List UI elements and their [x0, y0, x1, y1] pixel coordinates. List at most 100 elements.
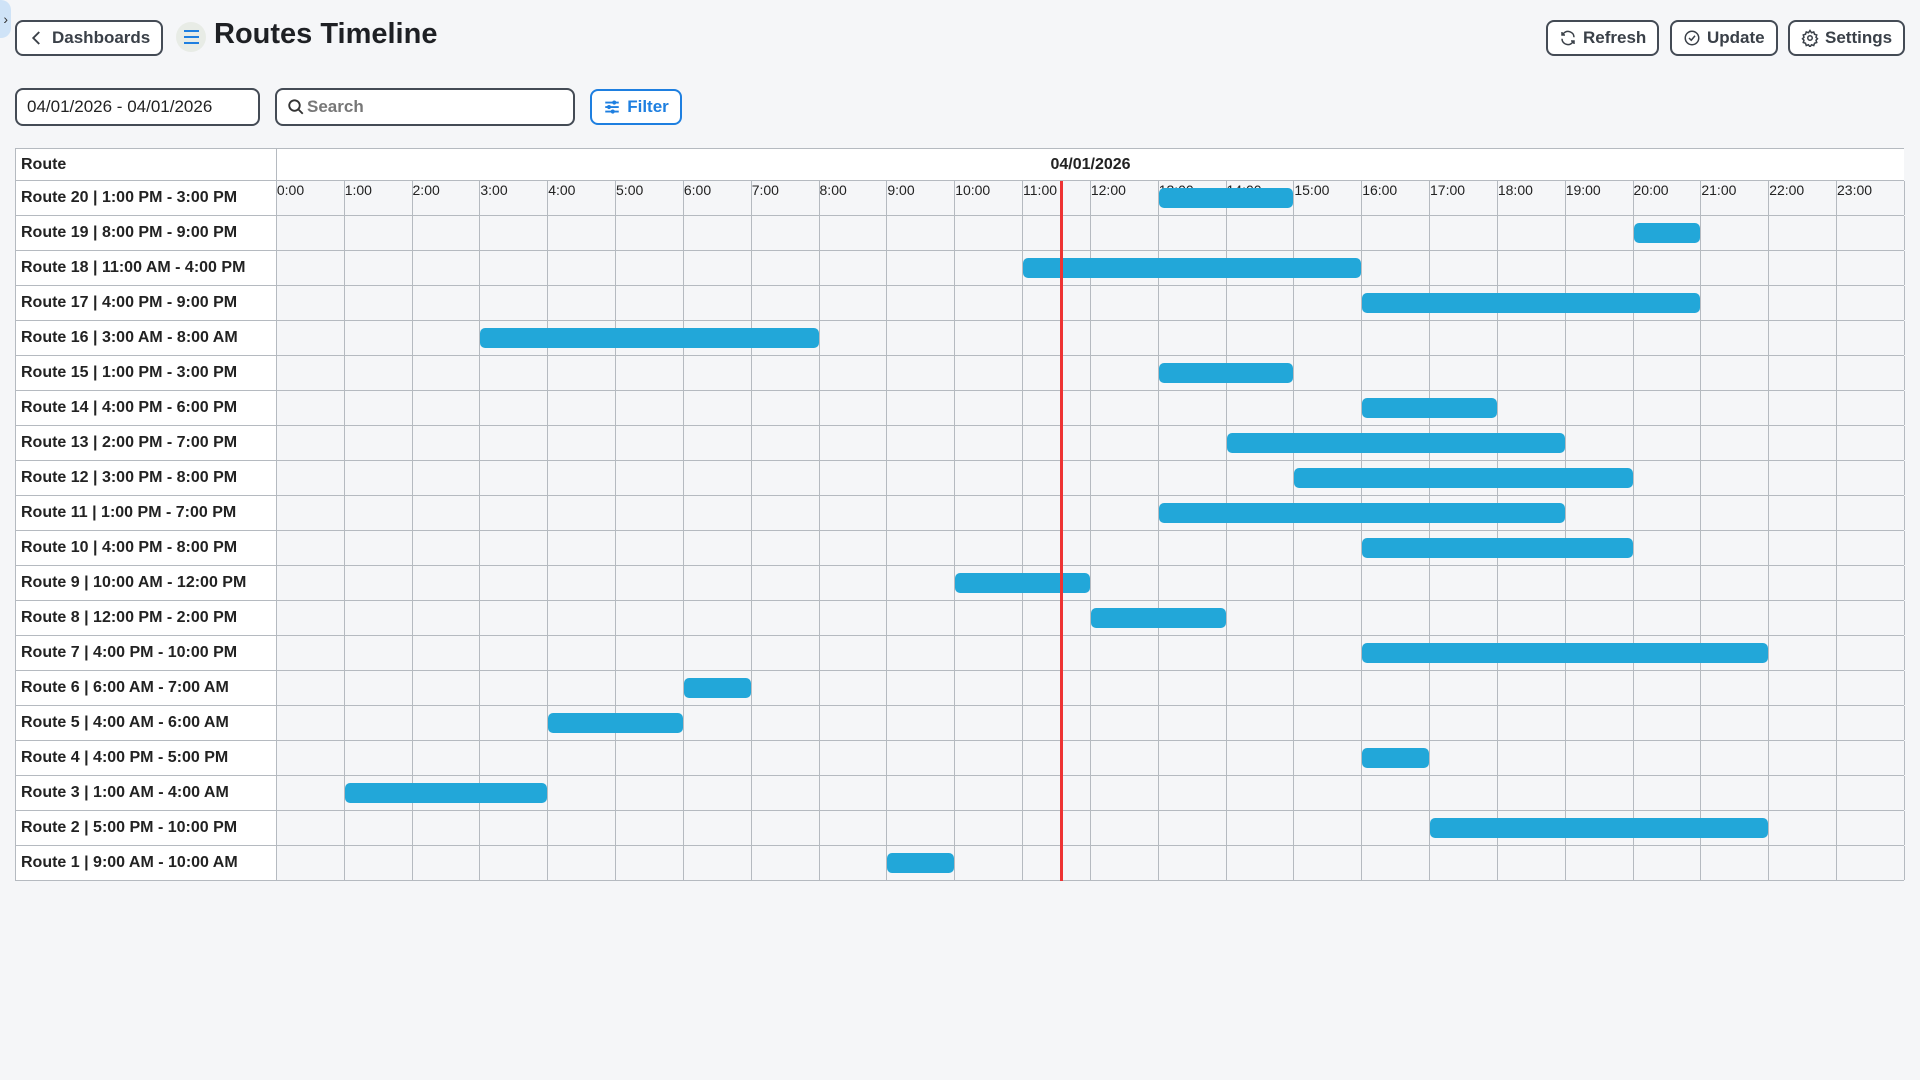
hour-gridline — [1903, 846, 1905, 880]
hour-gridline — [886, 566, 888, 600]
hour-gridline — [1225, 741, 1227, 775]
hour-gridline — [1564, 671, 1566, 705]
hour-tick-label: 12:00 — [1090, 182, 1126, 198]
route-column-header: Route — [16, 149, 277, 180]
search-input[interactable]: Search — [275, 88, 575, 126]
route-timeline — [277, 321, 1905, 355]
hour-gridline — [1361, 811, 1363, 845]
hour-gridline — [1496, 251, 1498, 285]
hour-gridline — [411, 216, 413, 250]
hour-gridline — [1022, 321, 1024, 355]
hour-gridline — [1903, 391, 1905, 425]
check-circle-icon — [1684, 30, 1700, 46]
hour-gridline — [1632, 321, 1634, 355]
hour-gridline — [1022, 811, 1024, 845]
hour-gridline — [1768, 601, 1770, 635]
hour-gridline — [954, 531, 956, 565]
route-bar[interactable] — [480, 328, 819, 348]
route-bar[interactable] — [548, 713, 683, 733]
hour-gridline — [411, 846, 413, 880]
hour-gridline — [1700, 356, 1702, 390]
hour-gridline — [818, 706, 820, 740]
settings-button[interactable]: Settings — [1788, 20, 1906, 56]
hour-gridline — [1700, 846, 1702, 880]
hour-gridline — [343, 356, 345, 390]
update-button[interactable]: Update — [1670, 20, 1778, 56]
route-bar[interactable] — [1362, 643, 1769, 663]
hour-gridline — [1361, 776, 1363, 810]
route-bar[interactable] — [1362, 748, 1430, 768]
hour-gridline — [1836, 531, 1838, 565]
route-bar[interactable] — [344, 783, 548, 803]
hour-gridline — [1903, 811, 1905, 845]
date-range-input[interactable]: 04/01/2026 - 04/01/2026 — [15, 88, 260, 126]
hour-gridline — [1496, 321, 1498, 355]
route-row: Route 14 | 4:00 PM - 6:00 PM — [16, 391, 1905, 426]
refresh-button[interactable]: Refresh — [1546, 20, 1660, 56]
hour-gridline — [954, 251, 956, 285]
hour-gridline — [547, 496, 549, 530]
hour-gridline — [818, 741, 820, 775]
hour-gridline — [1836, 426, 1838, 460]
hour-gridline — [750, 741, 752, 775]
hour-gridline — [1293, 321, 1295, 355]
filter-button[interactable]: Filter — [590, 89, 682, 125]
hour-gridline — [343, 566, 345, 600]
hour-gridline — [1361, 321, 1363, 355]
hour-gridline — [1768, 251, 1770, 285]
hour-gridline — [682, 671, 684, 705]
route-bar[interactable] — [887, 853, 955, 873]
hour-gridline — [1361, 846, 1363, 880]
hour-tick-label: 7:00 — [751, 182, 779, 198]
hour-gridline — [1632, 601, 1634, 635]
hour-gridline — [547, 181, 549, 215]
hour-gridline — [682, 636, 684, 670]
hour-gridline — [1022, 461, 1024, 495]
hour-gridline — [615, 636, 617, 670]
route-row: Route 16 | 3:00 AM - 8:00 AM — [16, 321, 1905, 356]
hour-gridline — [1836, 636, 1838, 670]
hour-gridline — [1564, 706, 1566, 740]
hour-gridline — [954, 461, 956, 495]
route-bar[interactable] — [683, 678, 751, 698]
hour-gridline — [1903, 356, 1905, 390]
route-bar[interactable] — [1090, 608, 1226, 628]
hour-gridline — [343, 776, 345, 810]
route-bar[interactable] — [1023, 258, 1362, 278]
route-label: Route 6 | 6:00 AM - 7:00 AM — [16, 671, 277, 705]
route-bar[interactable] — [1294, 468, 1633, 488]
route-bar[interactable] — [1633, 223, 1701, 243]
hour-gridline — [479, 181, 481, 215]
hour-tick-label: 16:00 — [1362, 182, 1398, 198]
hour-gridline — [547, 741, 549, 775]
hour-gridline — [1225, 426, 1227, 460]
hour-tick-label: 19:00 — [1565, 182, 1601, 198]
route-bar[interactable] — [1362, 293, 1701, 313]
hour-gridline — [1429, 811, 1431, 845]
route-bar[interactable] — [1158, 188, 1294, 208]
hour-gridline — [1768, 321, 1770, 355]
route-bar[interactable] — [1158, 363, 1294, 383]
back-to-dashboards-button[interactable]: Dashboards — [15, 20, 164, 56]
hour-gridline — [1225, 846, 1227, 880]
route-bar[interactable] — [955, 573, 1090, 593]
hour-gridline — [1903, 181, 1905, 215]
route-bar[interactable] — [1362, 538, 1633, 558]
sidebar-toggle[interactable]: › — [0, 0, 11, 38]
route-bar[interactable] — [1226, 433, 1565, 453]
hour-gridline — [343, 741, 345, 775]
hour-gridline — [1157, 636, 1159, 670]
menu-icon[interactable] — [176, 22, 206, 52]
route-bar[interactable] — [1158, 503, 1565, 523]
hour-gridline — [547, 251, 549, 285]
hour-gridline — [1022, 671, 1024, 705]
hour-gridline — [682, 251, 684, 285]
hour-gridline — [1768, 216, 1770, 250]
hour-gridline — [682, 286, 684, 320]
route-bar[interactable] — [1430, 818, 1769, 838]
route-bar[interactable] — [1362, 398, 1497, 418]
hour-gridline — [1903, 776, 1905, 810]
hour-gridline — [1225, 531, 1227, 565]
hour-gridline — [411, 811, 413, 845]
hour-gridline — [1361, 706, 1363, 740]
